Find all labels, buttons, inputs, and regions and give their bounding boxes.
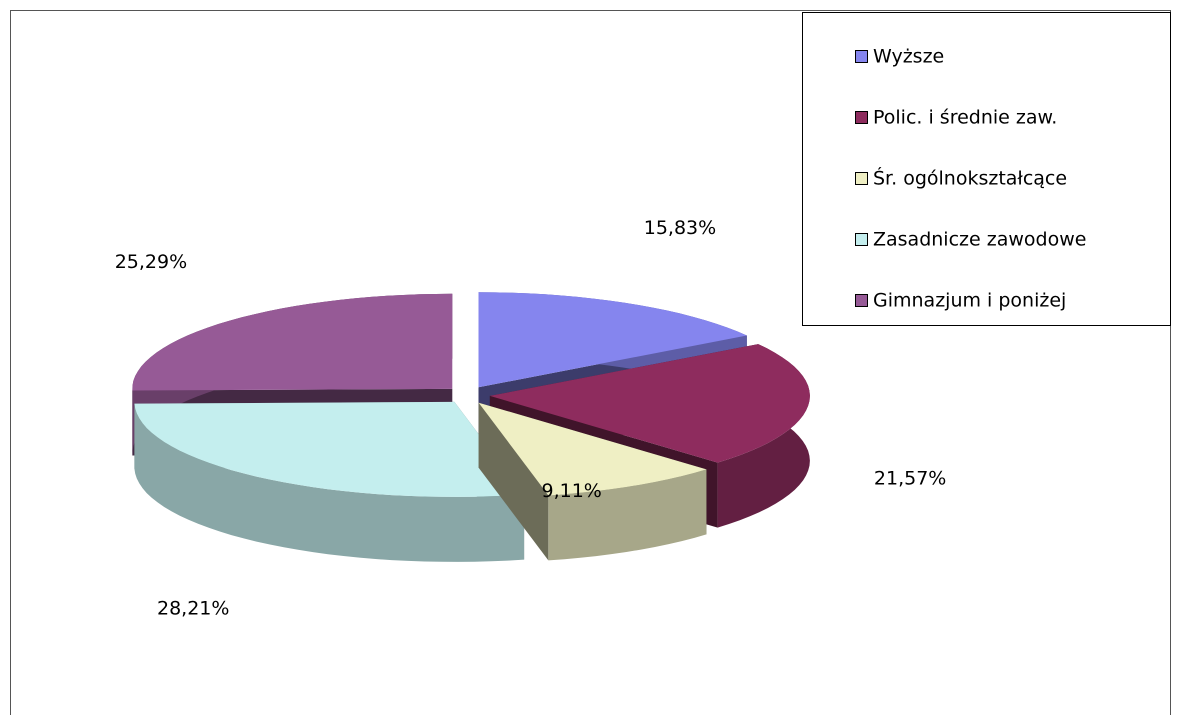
legend-swatch xyxy=(855,50,868,63)
legend-label: Wyższe xyxy=(873,46,944,68)
data-label: 28,21% xyxy=(157,597,229,619)
legend-swatch xyxy=(855,172,868,185)
legend xyxy=(802,12,1171,326)
slice-side xyxy=(134,403,525,562)
pie xyxy=(132,292,810,562)
slice xyxy=(478,402,707,496)
slice-edge xyxy=(478,402,549,561)
slice xyxy=(489,344,810,463)
data-label: 15,83% xyxy=(644,217,716,239)
chart-frame xyxy=(10,10,1171,715)
data-label: 21,57% xyxy=(874,468,946,490)
slice xyxy=(478,292,747,388)
legend-swatch xyxy=(855,111,868,124)
legend-label: Śr. ogólnokształcące xyxy=(873,166,1067,190)
legend-swatch xyxy=(855,233,868,246)
slice xyxy=(134,401,525,497)
legend-label: Gimnazjum i poniżej xyxy=(873,290,1066,312)
data-label: 25,29% xyxy=(115,251,187,273)
data-label: 9,11% xyxy=(541,480,601,502)
slice xyxy=(132,293,453,391)
legend-items: Wyższe Polic. i średnie zaw. Śr. ogólnoksz… xyxy=(855,46,1086,312)
legend-label: Zasadnicze zawodowe xyxy=(873,229,1086,251)
slice-side xyxy=(548,469,707,561)
legend-label: Polic. i średnie zaw. xyxy=(873,107,1057,129)
legend-swatch xyxy=(855,294,868,307)
